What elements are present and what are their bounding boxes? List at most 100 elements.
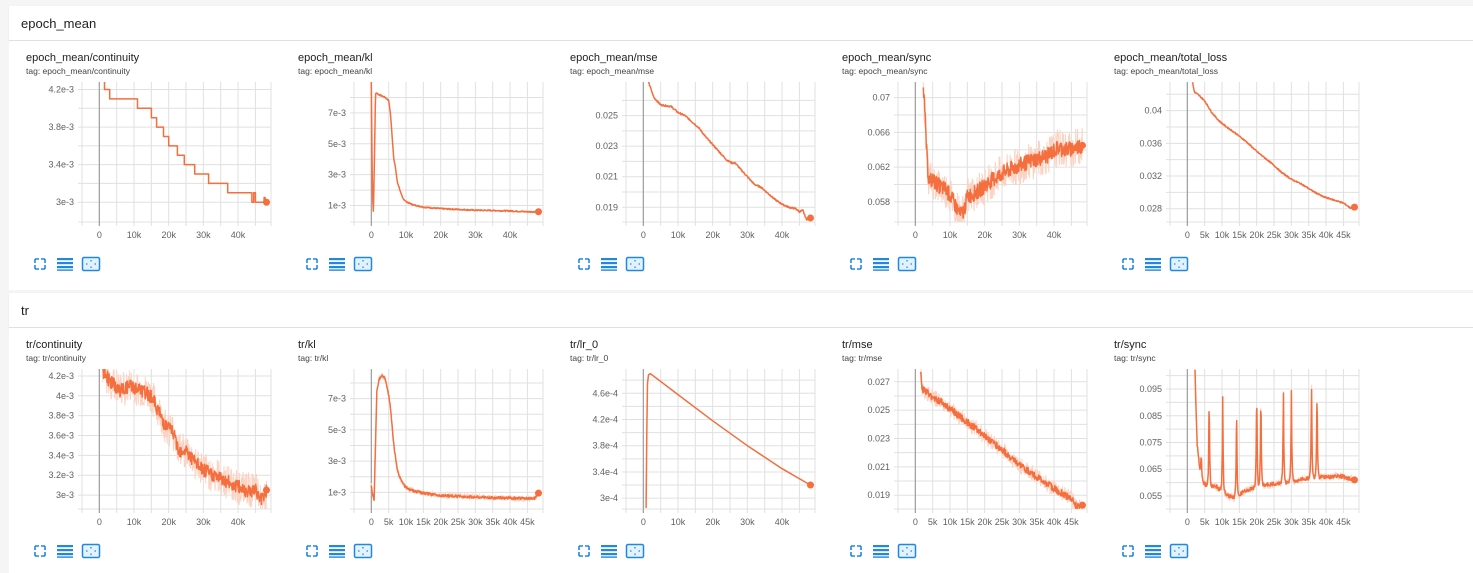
fullscreen-icon[interactable] (303, 256, 321, 272)
x-tick-label: 15k (416, 517, 431, 527)
x-tick-label: 40k (1319, 230, 1334, 240)
x-tick-label: 5k (928, 517, 938, 527)
smoothed-series-line (370, 82, 540, 214)
line-chart[interactable]: 0.027 0.025 0.023 0.021 0.019 0 5k 10k 15k 20k 25k… (825, 369, 1093, 539)
y-tick-label: 4.2e-3 (48, 85, 74, 95)
lines-icon[interactable] (56, 543, 74, 559)
fullscreen-icon[interactable] (1119, 256, 1137, 272)
last-value-dot[interactable] (534, 208, 542, 216)
x-tick-label: 30k (740, 517, 755, 527)
fit-domain-icon[interactable] (1169, 256, 1189, 272)
y-tick-label: 0.095 (1139, 384, 1162, 394)
x-tick-label: 25k (995, 517, 1010, 527)
y-tick-label: 0.027 (867, 377, 890, 387)
last-value-dot[interactable] (806, 214, 814, 222)
x-tick-label: 0 (1185, 230, 1190, 240)
fit-domain-icon[interactable] (897, 543, 917, 559)
y-tick-label: 3.4e-3 (48, 450, 74, 460)
x-tick-label: 15k (960, 517, 975, 527)
lines-icon[interactable] (1144, 256, 1162, 272)
fit-domain-icon[interactable] (81, 543, 101, 559)
y-tick-label: 3.4e-4 (592, 467, 618, 477)
x-tick-label: 0 (369, 517, 374, 527)
group-header-epoch-mean[interactable]: epoch_mean (9, 6, 1473, 41)
x-tick-label: 30k (196, 517, 211, 527)
lines-icon[interactable] (600, 256, 618, 272)
lines-icon[interactable] (1144, 543, 1162, 559)
last-value-dot[interactable] (1078, 501, 1086, 509)
fullscreen-icon[interactable] (31, 256, 49, 272)
fullscreen-icon[interactable] (575, 256, 593, 272)
x-tick-label: 35k (485, 517, 500, 527)
fit-domain-icon[interactable] (353, 543, 373, 559)
card-title: tr/lr_0 (570, 339, 599, 351)
last-value-dot[interactable] (806, 481, 814, 489)
group-header-tr[interactable]: tr (9, 293, 1473, 328)
raw-series-line (102, 369, 267, 509)
line-chart[interactable]: 4.2e-3 4e-3 3.8e-3 3.6e-3 3.4e-3 3.2e-3 3e-3 0 1… (9, 369, 277, 539)
x-tick-label: 0 (97, 517, 102, 527)
line-chart[interactable]: 4.6e-4 4.2e-4 3.8e-4 3.4e-4 3e-4 0 10k 20k 30k 40… (553, 369, 821, 539)
last-value-dot[interactable] (1078, 141, 1086, 149)
fit-domain-icon[interactable] (625, 256, 645, 272)
fit-domain-icon[interactable] (353, 256, 373, 272)
x-tick-label: 40k (1047, 230, 1062, 240)
last-value-dot[interactable] (262, 486, 270, 494)
y-tick-label: 4e-3 (56, 391, 74, 401)
fullscreen-icon[interactable] (847, 256, 865, 272)
lines-icon[interactable] (872, 543, 890, 559)
smoothed-series-line (370, 374, 540, 502)
y-tick-label: 4.2e-4 (592, 414, 618, 424)
x-tick-label: 25k (1267, 517, 1282, 527)
fit-domain-icon[interactable] (897, 256, 917, 272)
last-value-dot[interactable] (262, 198, 270, 206)
lines-icon[interactable] (328, 543, 346, 559)
card-tag: tag: epoch_mean/total_loss (1114, 66, 1218, 76)
fullscreen-icon[interactable] (1119, 543, 1137, 559)
last-value-dot[interactable] (1350, 203, 1358, 211)
y-tick-label: 0.021 (595, 172, 618, 182)
y-tick-label: 7e-3 (328, 108, 346, 118)
card-title: epoch_mean/continuity (26, 52, 140, 64)
line-chart[interactable]: 4.2e-3 3.8e-3 3.4e-3 3e-3 0 10k 20k 30k 40k (9, 82, 277, 252)
x-tick-label: 45k (1336, 517, 1351, 527)
y-tick-label: 3e-3 (56, 490, 74, 500)
fullscreen-icon[interactable] (847, 543, 865, 559)
x-tick-label: 0 (1185, 517, 1190, 527)
lines-icon[interactable] (872, 256, 890, 272)
y-tick-label: 5e-3 (328, 139, 346, 149)
x-tick-label: 0 (641, 230, 646, 240)
y-tick-label: 0.066 (867, 127, 890, 137)
x-tick-label: 35k (1301, 230, 1316, 240)
line-chart[interactable]: 0.04 0.036 0.032 0.028 0 5k 10k 15k 20k 25k 30k 35k… (1097, 82, 1365, 252)
fullscreen-icon[interactable] (575, 543, 593, 559)
x-tick-label: 5k (1200, 230, 1210, 240)
fit-domain-icon[interactable] (1169, 543, 1189, 559)
lines-icon[interactable] (328, 256, 346, 272)
smoothed-series-line (103, 82, 267, 203)
x-tick-label: 30k (1012, 517, 1027, 527)
line-chart[interactable]: 0.07 0.066 0.062 0.058 0 10k 20k 30k 40k (825, 82, 1093, 252)
x-tick-label: 45k (1336, 230, 1351, 240)
fit-domain-icon[interactable] (81, 256, 101, 272)
fullscreen-icon[interactable] (303, 543, 321, 559)
line-chart[interactable]: 0.025 0.023 0.021 0.019 0 10k 20k 30k 40k (553, 82, 821, 252)
line-chart[interactable]: 7e-3 5e-3 3e-3 1e-3 0 5k 10k 15k 20k 25k 30k 35k 40k… (281, 369, 549, 539)
y-tick-label: 4.6e-4 (592, 388, 618, 398)
lines-icon[interactable] (600, 543, 618, 559)
fit-domain-icon[interactable] (625, 543, 645, 559)
x-tick-label: 20k (1249, 230, 1264, 240)
fullscreen-icon[interactable] (31, 543, 49, 559)
last-value-dot[interactable] (534, 489, 542, 497)
card-tag: tag: tr/sync (1114, 353, 1156, 363)
line-chart[interactable]: 7e-3 5e-3 3e-3 1e-3 0 10k 20k 30k 40k (281, 82, 549, 252)
x-tick-label: 40k (775, 230, 790, 240)
last-value-dot[interactable] (1350, 476, 1358, 484)
line-chart[interactable]: 0.095 0.085 0.075 0.065 0.055 0 5k 10k 15k 20k 25k… (1097, 369, 1365, 539)
y-tick-label: 0.062 (867, 162, 890, 172)
smoothed-series-line (1194, 369, 1356, 500)
y-tick-label: 0.085 (1139, 411, 1162, 421)
lines-icon[interactable] (56, 256, 74, 272)
x-tick-label: 20k (977, 230, 992, 240)
y-tick-label: 3.2e-3 (48, 470, 74, 480)
